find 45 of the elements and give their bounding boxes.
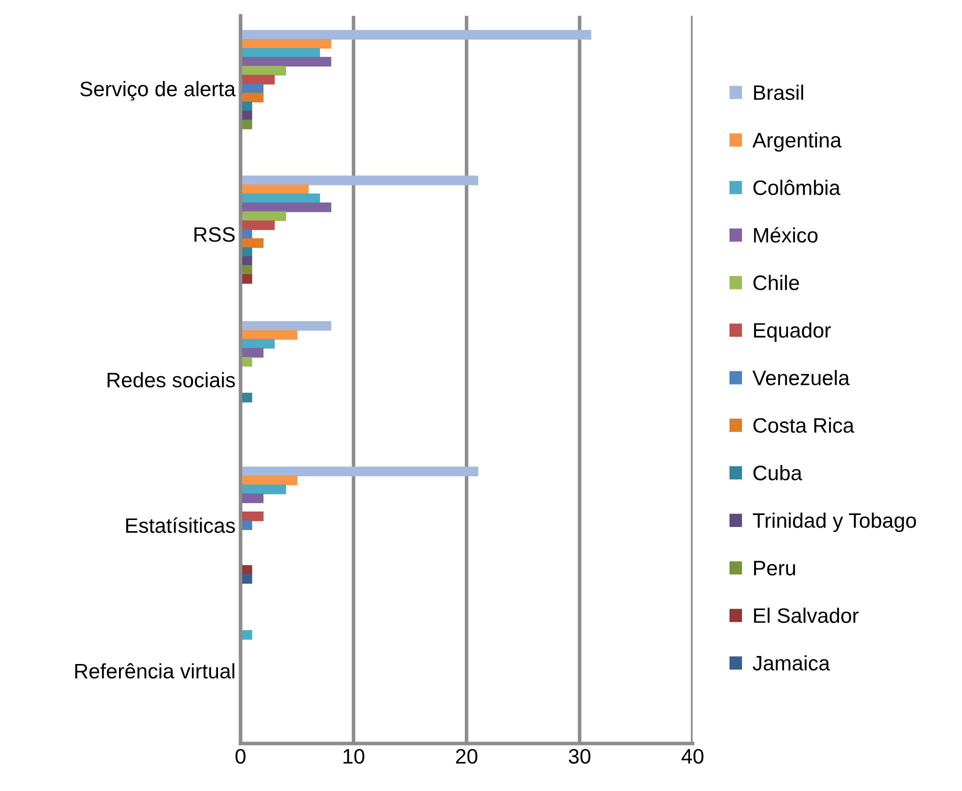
bar xyxy=(240,56,332,67)
bar xyxy=(240,38,332,49)
bar xyxy=(240,220,275,230)
legend-label: Costa Rica xyxy=(753,418,854,433)
legend-label: Venezuela xyxy=(752,370,850,386)
y-tick-label: Serviço de alerta xyxy=(80,81,236,101)
legend-label: Chile xyxy=(753,274,799,290)
legend-label: Brasil xyxy=(754,84,804,100)
bar xyxy=(240,211,286,222)
y-tick-label: Redes sociais xyxy=(108,372,235,388)
legend-label: Cuba xyxy=(753,465,802,480)
bar xyxy=(240,494,264,504)
y-tick-label: RSS xyxy=(194,227,235,242)
bar xyxy=(240,74,275,84)
legend-label: Peru xyxy=(754,560,796,576)
bar xyxy=(240,330,298,340)
legend-label: México xyxy=(754,227,818,243)
legend-label: Trinidad y Tobago xyxy=(752,512,916,532)
bar xyxy=(240,511,264,522)
legend-label: Equador xyxy=(754,322,831,342)
bar xyxy=(240,321,332,331)
x-tick-label: 0 xyxy=(236,748,246,764)
bar xyxy=(240,202,332,212)
bar xyxy=(240,476,298,486)
x-tick-label: 20 xyxy=(456,748,478,764)
legend-label: Jamaica xyxy=(752,655,830,671)
bar xyxy=(240,92,264,102)
x-tick-label: 10 xyxy=(344,748,364,764)
x-tick-label: 40 xyxy=(682,748,704,764)
bar xyxy=(240,466,478,476)
legend-label: Colômbia xyxy=(753,180,840,196)
bar xyxy=(240,30,592,40)
bar xyxy=(240,348,264,358)
x-tick-label: 30 xyxy=(568,748,590,764)
bar xyxy=(240,484,286,494)
bar xyxy=(240,184,309,194)
bar xyxy=(240,193,320,204)
y-tick-label: Estatísiticas xyxy=(126,517,235,533)
legend-label: El Salvador xyxy=(754,608,859,623)
bar xyxy=(240,176,478,186)
bar xyxy=(240,48,320,58)
bar xyxy=(240,66,286,76)
bar xyxy=(240,339,275,349)
legend-label: Argentina xyxy=(752,132,842,152)
y-tick-label: Referência virtual xyxy=(75,663,234,679)
